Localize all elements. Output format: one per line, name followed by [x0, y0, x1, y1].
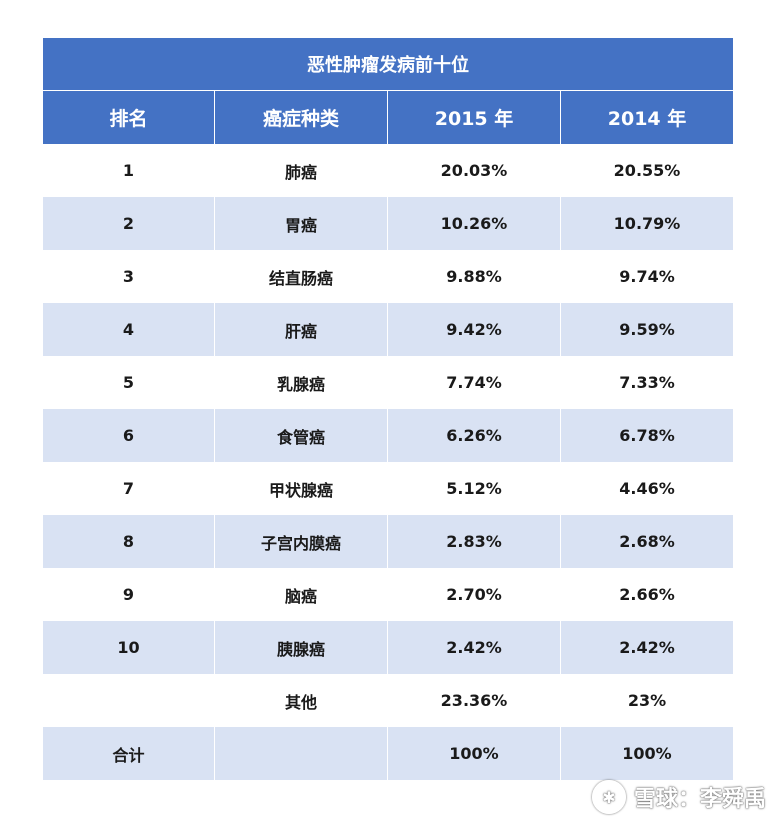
cancer-type-cell: 脑癌 — [214, 568, 387, 621]
cancer-type-cell: 其他 — [214, 674, 387, 727]
table-row: 9 脑癌 2.70% 2.66% — [43, 568, 733, 621]
pct-2014-cell: 20.55% — [560, 144, 733, 197]
table-row: 6 食管癌 6.26% 6.78% — [43, 409, 733, 462]
rank-cell: 5 — [122, 373, 135, 392]
pct-2015-cell: 5.12% — [387, 462, 560, 515]
pct-2014-cell: 100% — [560, 727, 733, 780]
rank-cell: 1 — [122, 161, 135, 180]
pct-2015-cell: 6.26% — [387, 409, 560, 462]
cancer-type-cell: 胃癌 — [214, 197, 387, 250]
pct-2014-cell: 10.79% — [560, 197, 733, 250]
rank-cell: 8 — [122, 532, 135, 551]
pct-2014-cell: 9.74% — [560, 250, 733, 303]
rank-cell: 7 — [122, 479, 135, 498]
cancer-type-cell: 肺癌 — [214, 144, 387, 197]
header-2015: 2015 年 — [387, 91, 560, 144]
pct-2015-cell: 10.26% — [387, 197, 560, 250]
table-row: 5 乳腺癌 7.74% 7.33% — [43, 356, 733, 409]
cancer-type-cell: 子宫内膜癌 — [214, 515, 387, 568]
pct-2015-cell: 100% — [387, 727, 560, 780]
rank-cell: 10 — [117, 638, 140, 657]
header-rank: 排名 — [109, 108, 148, 130]
watermark-text: 雪球：李舜禹 — [633, 787, 766, 812]
pct-2015-cell: 20.03% — [387, 144, 560, 197]
rank-cell: 3 — [122, 267, 135, 286]
pct-2014-cell: 4.46% — [560, 462, 733, 515]
pct-2014-cell: 23% — [560, 674, 733, 727]
rank-cell: 6 — [122, 426, 135, 445]
table-row: 8 子宫内膜癌 2.83% 2.68% — [43, 515, 733, 568]
cancer-type-cell: 胰腺癌 — [214, 621, 387, 674]
pct-2015-cell: 23.36% — [387, 674, 560, 727]
pct-2014-cell: 2.66% — [560, 568, 733, 621]
table-row-other: 其他 23.36% 23% — [43, 674, 733, 727]
table-row: 3 结直肠癌 9.88% 9.74% — [43, 250, 733, 303]
cancer-type-cell — [214, 727, 387, 780]
pct-2014-cell: 6.78% — [560, 409, 733, 462]
cancer-type-cell: 甲状腺癌 — [214, 462, 387, 515]
cancer-incidence-table: 恶性肿瘤发病前十位 排名 癌症种类 2015 年 2014 年 1 肺癌 20.… — [43, 38, 733, 780]
cancer-type-cell: 食管癌 — [214, 409, 387, 462]
rank-cell — [43, 674, 214, 727]
table-row: 7 甲状腺癌 5.12% 4.46% — [43, 462, 733, 515]
pct-2015-cell: 9.88% — [387, 250, 560, 303]
table-row: 10 胰腺癌 2.42% 2.42% — [43, 621, 733, 674]
pct-2015-cell: 7.74% — [387, 356, 560, 409]
xueqiu-logo-icon: ✱ — [591, 780, 626, 814]
pct-2015-cell: 2.70% — [387, 568, 560, 621]
table-row: 2 胃癌 10.26% 10.79% — [43, 197, 733, 250]
pct-2014-cell: 2.68% — [560, 515, 733, 568]
header-cancer-type: 癌症种类 — [214, 91, 387, 144]
table-row: 4 肝癌 9.42% 9.59% — [43, 303, 733, 356]
rank-cell: 9 — [122, 585, 135, 604]
total-label-cell: 合计 — [112, 745, 145, 765]
pct-2015-cell: 2.83% — [387, 515, 560, 568]
pct-2015-cell: 2.42% — [387, 621, 560, 674]
table-title: 恶性肿瘤发病前十位 — [43, 38, 733, 91]
watermark: ✱ 雪球：李舜禹 — [591, 780, 766, 814]
pct-2015-cell: 9.42% — [387, 303, 560, 356]
rank-cell: 4 — [122, 320, 135, 339]
pct-2014-cell: 2.42% — [560, 621, 733, 674]
rank-cell: 2 — [122, 214, 135, 233]
pct-2014-cell: 9.59% — [560, 303, 733, 356]
cancer-type-cell: 结直肠癌 — [214, 250, 387, 303]
table-row: 1 肺癌 20.03% 20.55% — [43, 144, 733, 197]
cancer-type-cell: 乳腺癌 — [214, 356, 387, 409]
table-header-row: 排名 癌症种类 2015 年 2014 年 — [43, 91, 733, 144]
header-2014: 2014 年 — [560, 91, 733, 144]
pct-2014-cell: 7.33% — [560, 356, 733, 409]
table-row-total: 合计 100% 100% — [43, 727, 733, 780]
cancer-type-cell: 肝癌 — [214, 303, 387, 356]
